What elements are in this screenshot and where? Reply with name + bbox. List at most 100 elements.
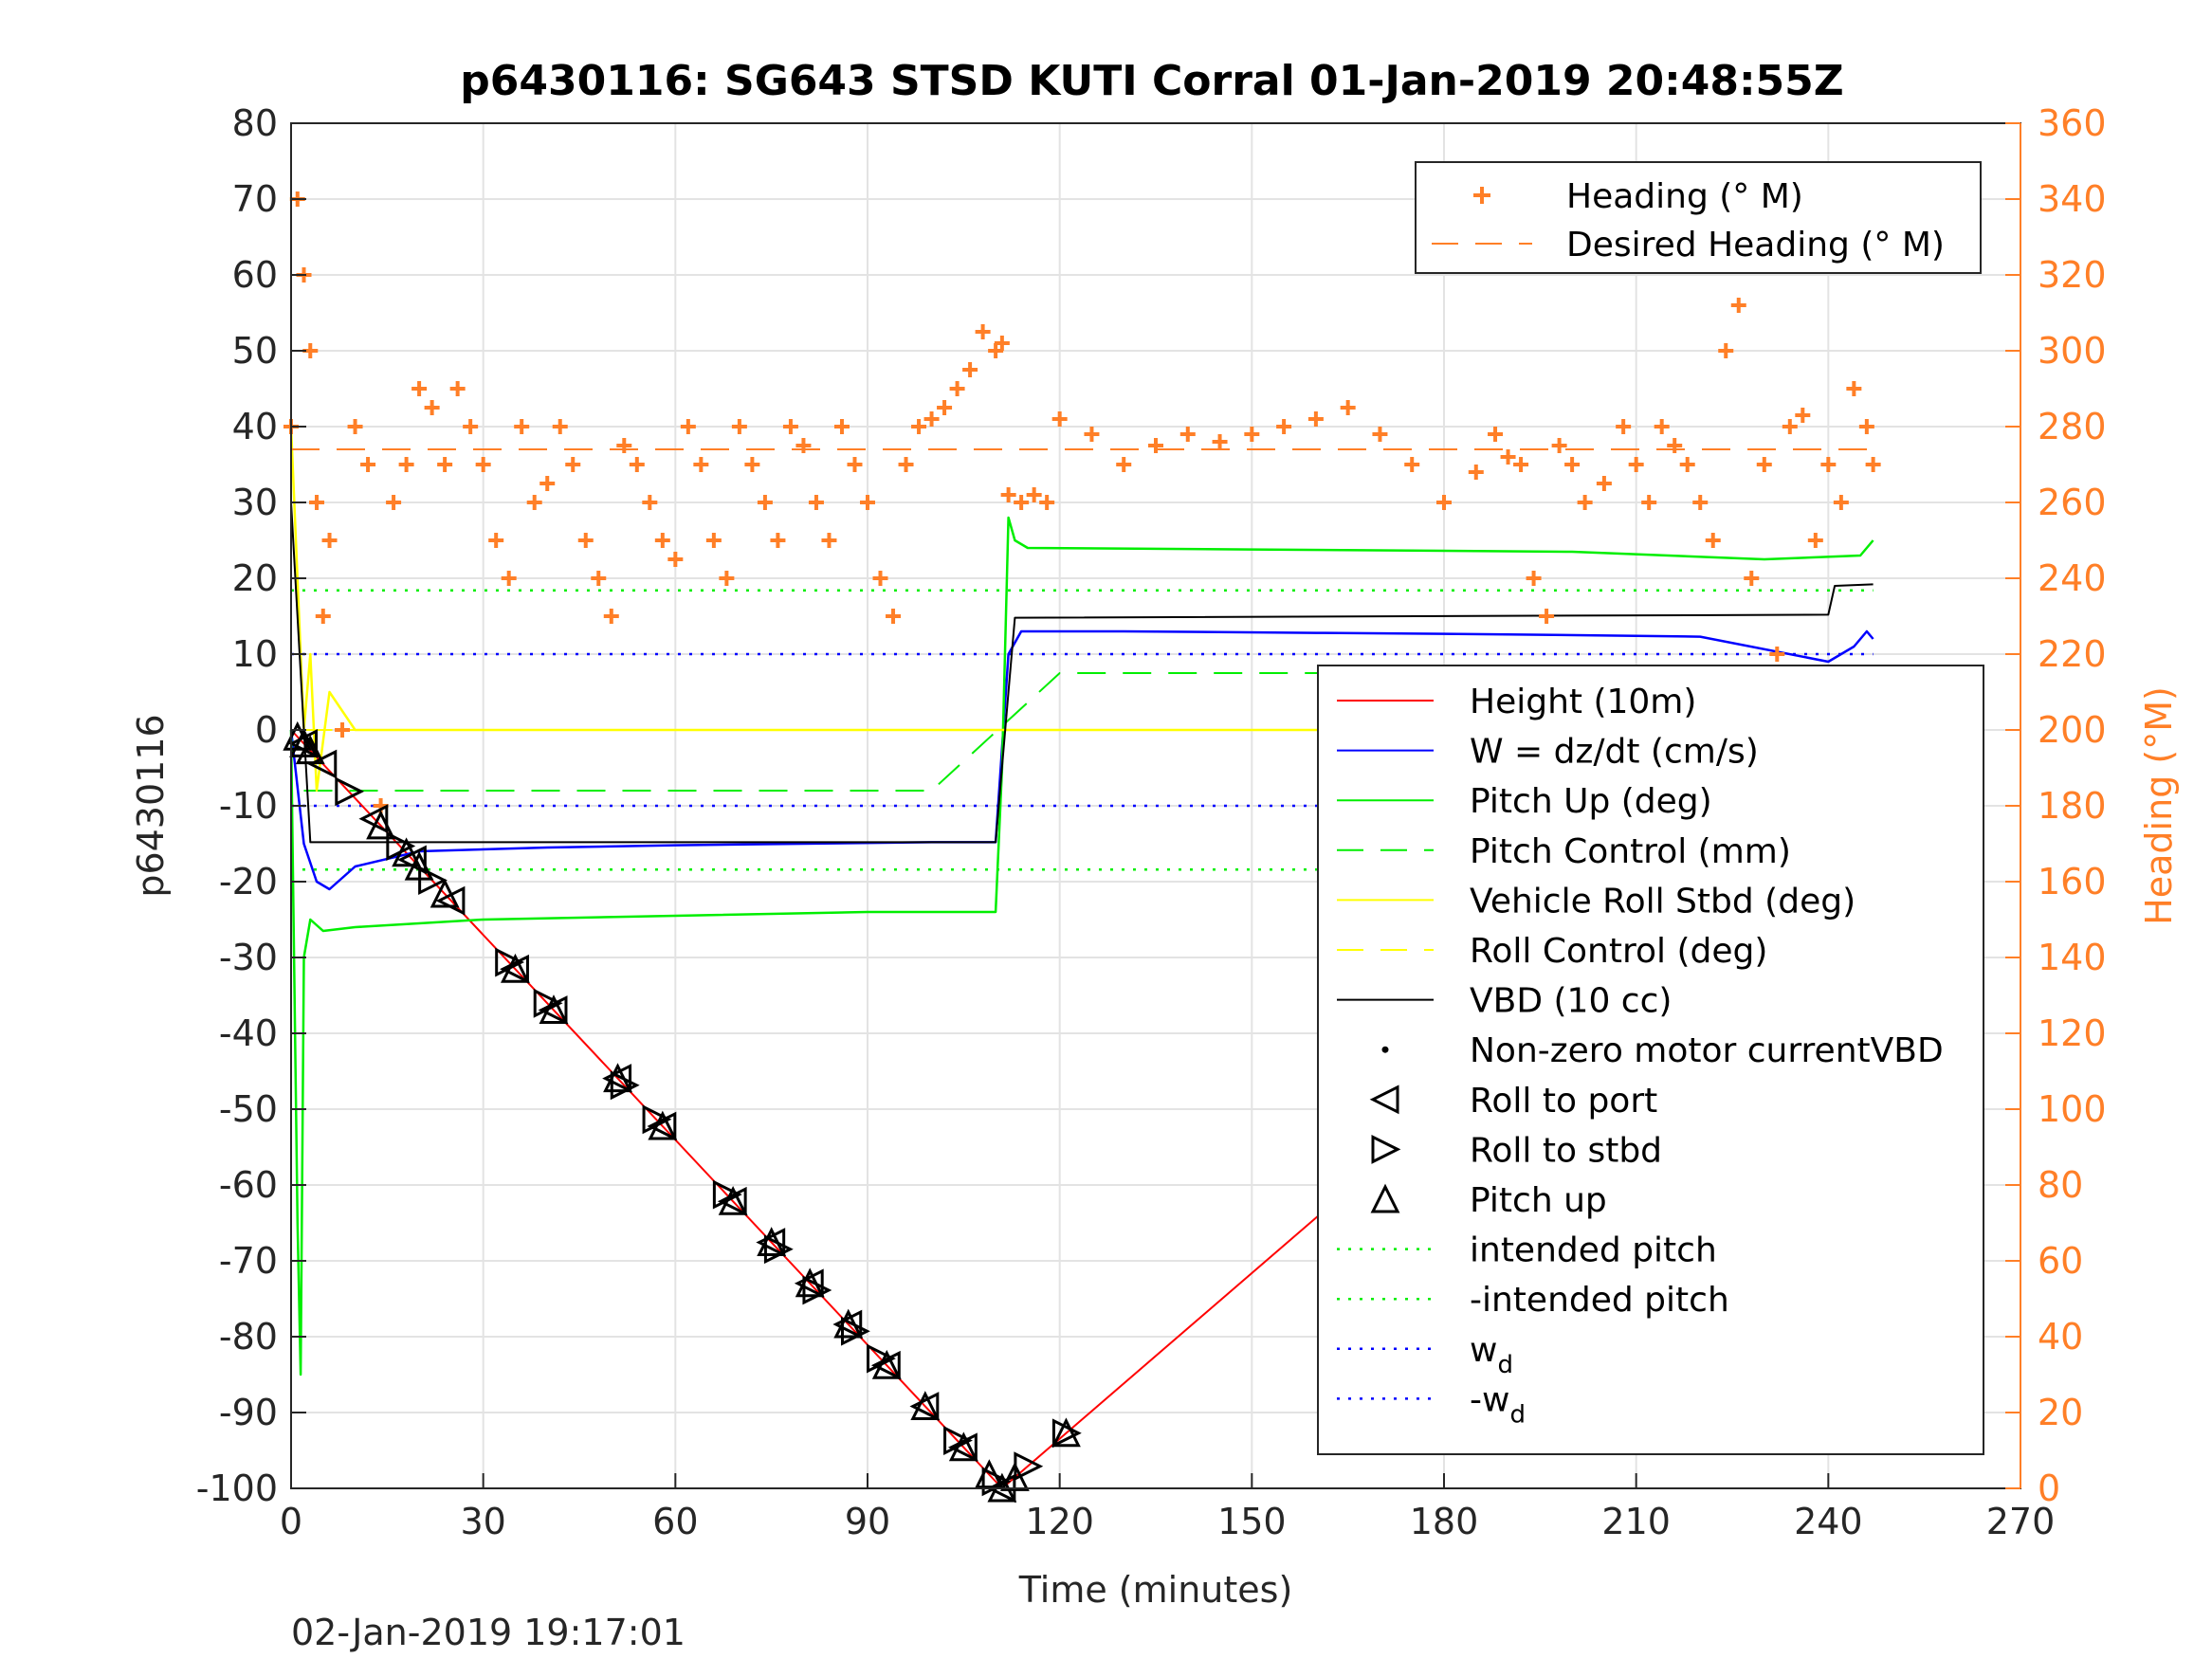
pitch-up-marker [501,953,530,983]
heading-point [463,419,479,434]
pitch-up-marker [795,1267,825,1298]
heading-point [565,457,581,472]
x-axis-label: Time (minutes) [1018,1569,1293,1611]
heading-point [1468,465,1484,480]
heading-point [360,457,376,472]
heading-point [860,495,875,510]
heading-point [315,609,331,624]
heading-point [898,457,914,472]
y-tick-label: -30 [219,937,278,978]
heading-point [424,400,440,415]
heading-point [475,457,491,472]
heading-point [591,571,607,586]
x-tick-label: 180 [1410,1501,1479,1542]
heading-point [1039,495,1055,510]
heading-point [1641,495,1657,510]
pitch-up-marker [289,728,319,757]
heading-point [1718,343,1734,358]
heading-point [833,419,850,434]
heading-point [962,362,978,377]
y2-tick-label: 160 [2038,861,2107,902]
y2-tick-label: 180 [2038,785,2107,827]
heading-point [386,495,402,510]
y-tick-label: -80 [219,1316,278,1358]
pitch-up-marker [871,1349,902,1379]
legend-label: Pitch up [1470,1181,1607,1220]
heading-point [1539,609,1555,624]
pitch-up-marker [430,878,460,908]
pitch-up-marker [833,1308,864,1339]
legend-label: Non-zero motor currentVBD [1470,1031,1944,1070]
heading-point [577,533,594,548]
heading-point [1000,487,1016,502]
heading-point [321,533,338,548]
x-tick-label: 210 [1601,1501,1671,1542]
y2-tick-label: 320 [2038,254,2107,296]
x-tick-label: 120 [1025,1501,1094,1542]
pitch-up-marker [404,850,434,881]
roll-port-marker [307,749,338,779]
y-tick-label: 70 [232,178,278,220]
y2-tick-label: 220 [2038,633,2107,675]
heading-point [949,381,965,396]
heading-point [1051,411,1068,427]
y2-tick-label: 240 [2038,557,2107,599]
heading-point [1667,438,1683,453]
y-tick-label: -60 [219,1164,278,1206]
legend-label: Desired Heading (° M) [1566,226,1945,264]
main-legend: Height (10m) W = dz/dt (cm/s) Pitch Up (de… [1317,665,1984,1455]
legend-label: Pitch Control (mm) [1470,832,1791,871]
y-axis-ticks: 80 70 60 50 40 30 20 10 0 -10 -20 -30 -40 -50 -60 -70 -8… [196,102,306,1509]
heading-point [488,533,504,548]
heading-point [975,324,991,339]
y-tick-label: -10 [219,785,278,827]
heading-point [437,457,453,472]
heading-point [719,571,735,586]
heading-point [1616,419,1632,434]
heading-point [1679,457,1695,472]
heading-point [1340,400,1356,415]
x-tick-label: 240 [1794,1501,1863,1542]
y2-tick-label: 200 [2038,709,2107,751]
heading-point [1372,427,1388,442]
y2-tick-label: 0 [2038,1468,2060,1509]
heading-point [911,419,927,434]
heading-point [616,438,632,453]
x-tick-label: 30 [460,1501,505,1542]
pitch-up-marker [648,1110,678,1140]
legend-label: -intended pitch [1470,1281,1729,1320]
heading-point [1744,571,1760,586]
roll-stbd-marker [1051,1418,1082,1449]
heading-point [821,533,837,548]
legend-sample-tri-up [1370,1183,1400,1213]
y-tick-label: 80 [232,102,278,144]
pitch-up-marker [366,810,396,840]
heading-point [1730,298,1746,313]
legend-label: Pitch Up (deg) [1470,782,1712,821]
y2-tick-label: 80 [2038,1164,2083,1206]
heading-point [886,609,902,624]
heading-point [680,419,696,434]
series-heading [283,191,1881,813]
y2-tick-label: 140 [2038,937,2107,978]
y-tick-label: -70 [219,1240,278,1282]
heading-point [335,722,351,738]
heading-point [1436,495,1452,510]
y2-tick-label: 20 [2038,1392,2083,1433]
heading-point [1026,487,1042,502]
x-tick-label: 60 [652,1501,698,1542]
y-tick-label: -100 [196,1468,278,1509]
legend-sample-tri-left [1369,1085,1399,1115]
y-tick-label: 60 [232,254,278,296]
legend-sample-plus [1473,187,1490,204]
heading-point [1148,438,1163,453]
pitch-up-marker [999,1461,1030,1491]
heading-point [937,400,953,415]
y-tick-label: 30 [232,482,278,523]
x-tick-label: 90 [845,1501,890,1542]
heading-point [1795,408,1811,423]
heading-point [808,495,824,510]
heading-point [1705,533,1721,548]
y-tick-label: -40 [219,1012,278,1054]
main-legend-box [1317,665,1984,1455]
